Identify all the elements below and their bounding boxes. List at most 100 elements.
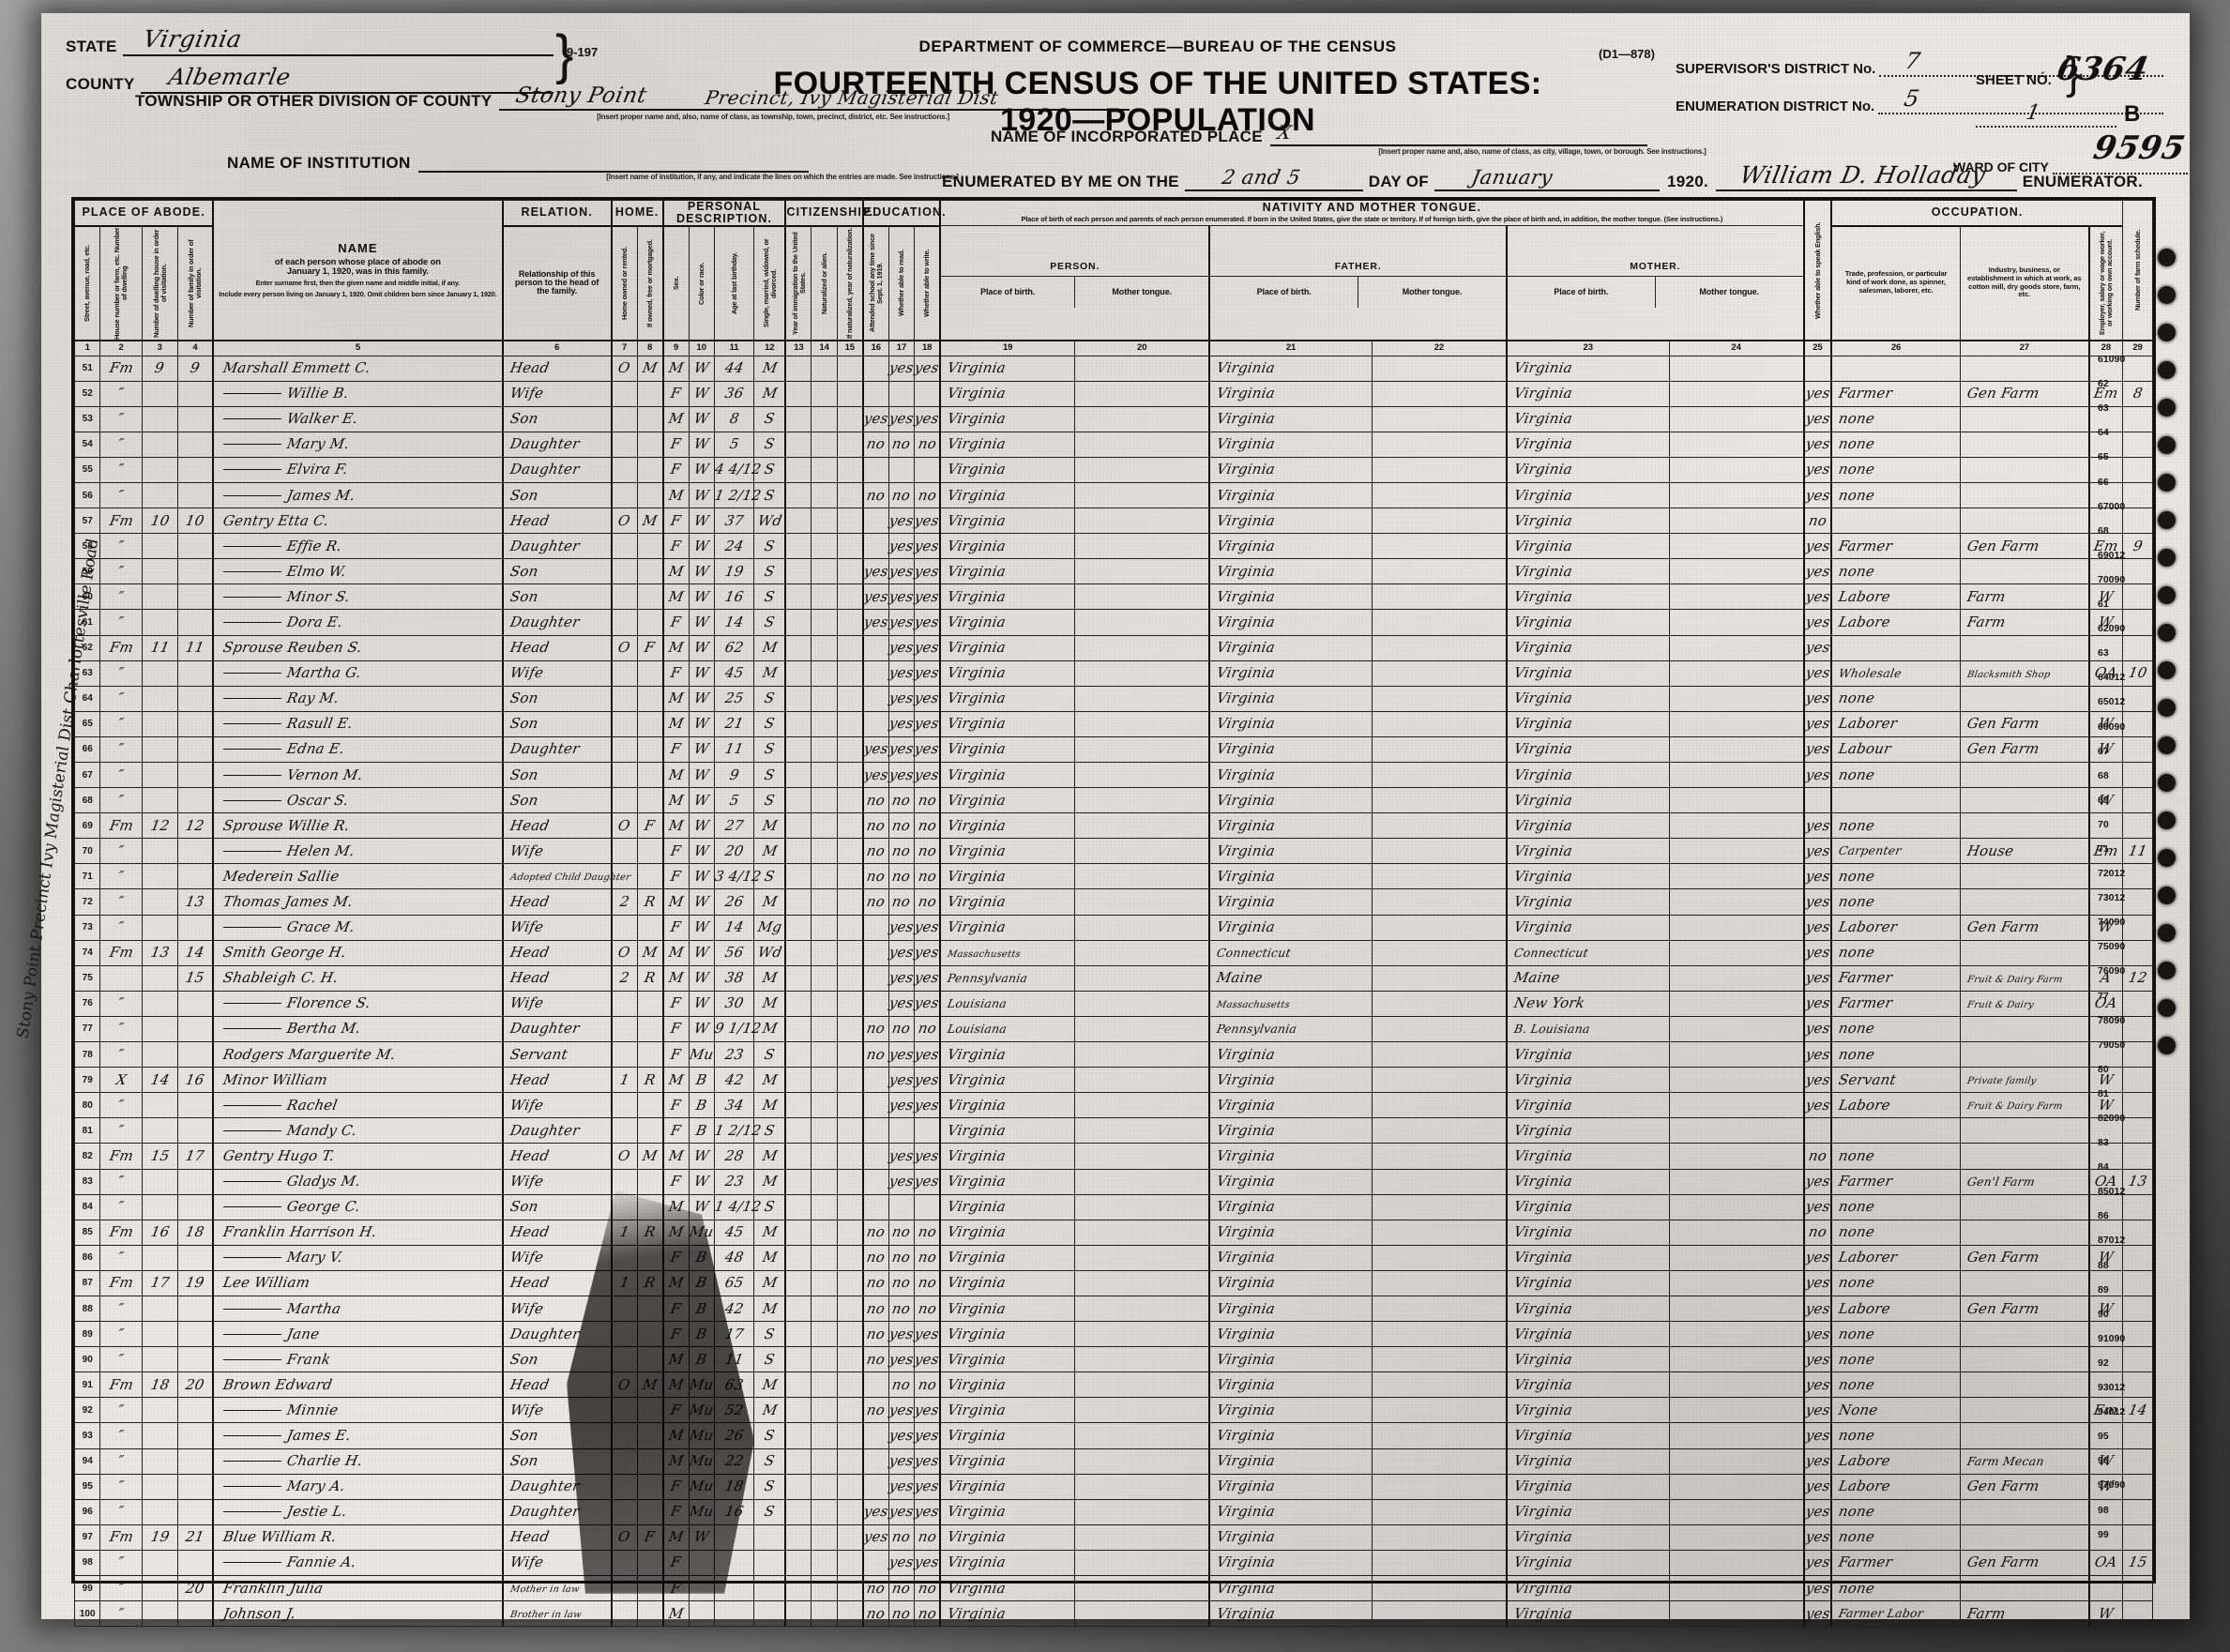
cell-read[interactable]: yes bbox=[888, 990, 915, 1017]
cell-fpob[interactable]: Virginia bbox=[1208, 710, 1373, 737]
cell-pob[interactable]: Virginia bbox=[939, 838, 1076, 865]
cell-own[interactable]: O bbox=[611, 939, 638, 966]
cell-mt[interactable] bbox=[1074, 1168, 1211, 1195]
cell-marital[interactable]: S bbox=[753, 456, 787, 483]
cell-school[interactable] bbox=[862, 1422, 889, 1449]
cell-fam[interactable] bbox=[176, 838, 215, 865]
cell-fpob[interactable]: Virginia bbox=[1208, 1321, 1373, 1348]
cell-age[interactable] bbox=[713, 1549, 755, 1577]
cell-race[interactable]: Mu bbox=[688, 1372, 715, 1399]
cell-mpob[interactable]: Virginia bbox=[1506, 584, 1670, 611]
cell-fpob[interactable]: Virginia bbox=[1208, 1193, 1373, 1220]
cell-school[interactable] bbox=[862, 1473, 889, 1500]
cell-mt[interactable] bbox=[1074, 939, 1211, 966]
cell-write[interactable]: no bbox=[914, 431, 942, 458]
cell-natyr[interactable] bbox=[836, 584, 864, 611]
cell-industry[interactable] bbox=[1959, 1346, 2090, 1373]
cell-farm[interactable] bbox=[2122, 456, 2153, 483]
cell-read[interactable] bbox=[887, 1193, 916, 1220]
cell-mpob[interactable]: Virginia bbox=[1506, 914, 1670, 941]
cell-relation[interactable]: Son bbox=[502, 787, 613, 814]
cell-write[interactable]: no bbox=[914, 1523, 942, 1551]
cell-farm[interactable]: 9 bbox=[2122, 533, 2153, 560]
cell-mort[interactable] bbox=[636, 1422, 664, 1449]
cell-school[interactable]: no bbox=[862, 1574, 889, 1602]
cell-race[interactable]: B bbox=[688, 1092, 715, 1119]
cell-imm[interactable] bbox=[784, 558, 812, 585]
cell-marital[interactable]: S bbox=[753, 609, 787, 636]
cell-mpob[interactable]: Virginia bbox=[1506, 685, 1670, 712]
cell-english[interactable]: yes bbox=[1803, 685, 1833, 712]
cell-nat[interactable] bbox=[811, 1372, 838, 1399]
cell-own[interactable] bbox=[611, 1295, 638, 1323]
cell-fpob[interactable]: Virginia bbox=[1208, 1269, 1373, 1296]
cell-imm[interactable] bbox=[784, 1143, 812, 1170]
cell-sex[interactable]: M bbox=[662, 634, 690, 661]
cell-age[interactable]: 1 4/12 bbox=[713, 1193, 763, 1220]
cell-school[interactable]: yes bbox=[862, 609, 889, 636]
cell-industry[interactable] bbox=[1959, 508, 2090, 535]
cell-imm[interactable] bbox=[784, 1067, 812, 1094]
cell-dwell[interactable]: 11 bbox=[141, 634, 178, 661]
cell-own[interactable] bbox=[611, 1473, 638, 1500]
cell-mt[interactable] bbox=[1074, 380, 1211, 407]
cell-industry[interactable] bbox=[1959, 1321, 2090, 1348]
cell-street[interactable]: ″ bbox=[99, 838, 143, 865]
cell-relation[interactable]: Daughter bbox=[502, 1015, 613, 1043]
cell-relation[interactable]: Head bbox=[502, 812, 613, 840]
cell-english[interactable]: no bbox=[1803, 1143, 1833, 1170]
cell-sex[interactable]: F bbox=[662, 1397, 690, 1424]
cell-industry[interactable]: Gen Farm bbox=[1959, 1473, 2090, 1500]
cell-mpob[interactable]: Virginia bbox=[1506, 1574, 1670, 1602]
cell-dwell[interactable] bbox=[141, 1422, 178, 1449]
cell-natyr[interactable] bbox=[836, 1397, 864, 1424]
cell-fam[interactable] bbox=[176, 990, 215, 1017]
cell-read[interactable]: no bbox=[887, 1523, 916, 1551]
cell-imm[interactable] bbox=[784, 1219, 812, 1246]
cell-age[interactable]: 11 bbox=[713, 1346, 755, 1373]
cell-name[interactable]: Florence S. bbox=[212, 990, 504, 1017]
cell-own[interactable] bbox=[611, 710, 638, 737]
cell-nat[interactable] bbox=[811, 787, 838, 814]
cell-street[interactable]: ″ bbox=[99, 456, 143, 483]
cell-sex[interactable]: F bbox=[662, 456, 690, 483]
cell-write[interactable] bbox=[914, 456, 942, 483]
cell-pob[interactable]: Virginia bbox=[939, 1193, 1076, 1220]
cell-industry[interactable] bbox=[1959, 1498, 2090, 1525]
cell-marital[interactable]: S bbox=[753, 558, 787, 585]
cell-age[interactable]: 26 bbox=[713, 1422, 755, 1449]
cell-mort[interactable] bbox=[636, 787, 664, 814]
cell-nat[interactable] bbox=[811, 1295, 838, 1323]
cell-mt[interactable] bbox=[1074, 1422, 1211, 1449]
cell-fmt[interactable] bbox=[1371, 508, 1508, 535]
cell-mmt[interactable] bbox=[1668, 761, 1805, 789]
cell-imm[interactable] bbox=[784, 380, 812, 407]
cell-age[interactable]: 42 bbox=[713, 1295, 755, 1323]
cell-farm[interactable] bbox=[2122, 1117, 2153, 1144]
cell-trade[interactable]: Labore bbox=[1830, 1447, 1961, 1475]
cell-trade[interactable]: Farmer bbox=[1830, 1168, 1961, 1195]
cell-relation[interactable]: Son bbox=[502, 1346, 613, 1373]
cell-race[interactable]: W bbox=[688, 380, 715, 407]
cell-mort[interactable]: R bbox=[636, 1219, 664, 1246]
cell-mpob[interactable]: Virginia bbox=[1506, 380, 1670, 407]
cell-natyr[interactable] bbox=[836, 990, 864, 1017]
cell-mort[interactable] bbox=[636, 838, 664, 865]
cell-name[interactable]: Willie B. bbox=[212, 380, 504, 407]
cell-fmt[interactable] bbox=[1371, 1015, 1508, 1043]
cell-name[interactable]: Blue William R. bbox=[212, 1523, 504, 1551]
cell-mmt[interactable] bbox=[1668, 1346, 1805, 1373]
cell-read[interactable]: yes bbox=[888, 1422, 915, 1449]
cell-race[interactable]: W bbox=[688, 584, 715, 611]
cell-marital[interactable]: S bbox=[753, 431, 787, 458]
cell-imm[interactable] bbox=[784, 659, 812, 687]
cell-age[interactable]: 62 bbox=[713, 634, 755, 661]
cell-sex[interactable]: M bbox=[662, 1067, 690, 1094]
cell-fmt[interactable] bbox=[1371, 1422, 1508, 1449]
cell-mmt[interactable] bbox=[1668, 1092, 1805, 1119]
cell-marital[interactable]: M bbox=[753, 1244, 787, 1271]
cell-pob[interactable]: Virginia bbox=[939, 533, 1076, 560]
cell-school[interactable]: no bbox=[862, 787, 889, 814]
